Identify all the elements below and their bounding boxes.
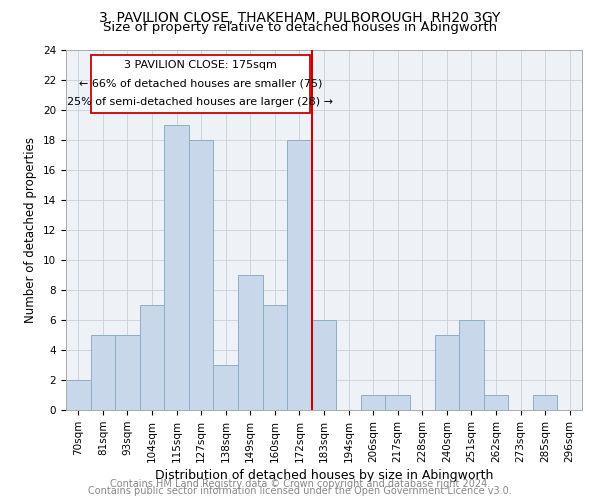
Bar xyxy=(140,305,164,410)
Text: 25% of semi-detached houses are larger (28) →: 25% of semi-detached houses are larger (… xyxy=(67,98,334,108)
Bar xyxy=(459,320,484,410)
Text: Contains HM Land Registry data © Crown copyright and database right 2024.: Contains HM Land Registry data © Crown c… xyxy=(110,479,490,489)
Bar xyxy=(361,395,385,410)
Text: Size of property relative to detached houses in Abingworth: Size of property relative to detached ho… xyxy=(103,21,497,34)
Bar xyxy=(115,335,140,410)
Text: 3 PAVILION CLOSE: 175sqm: 3 PAVILION CLOSE: 175sqm xyxy=(124,60,277,70)
Bar xyxy=(91,335,115,410)
Bar xyxy=(238,275,263,410)
Text: Contains public sector information licensed under the Open Government Licence v3: Contains public sector information licen… xyxy=(88,486,512,496)
Bar xyxy=(434,335,459,410)
FancyBboxPatch shape xyxy=(91,54,310,113)
Bar xyxy=(66,380,91,410)
Text: ← 66% of detached houses are smaller (75): ← 66% of detached houses are smaller (75… xyxy=(79,79,322,89)
Bar xyxy=(189,140,214,410)
Y-axis label: Number of detached properties: Number of detached properties xyxy=(25,137,37,323)
Bar xyxy=(263,305,287,410)
Bar xyxy=(533,395,557,410)
Text: 3, PAVILION CLOSE, THAKEHAM, PULBOROUGH, RH20 3GY: 3, PAVILION CLOSE, THAKEHAM, PULBOROUGH,… xyxy=(100,11,500,25)
Bar xyxy=(385,395,410,410)
X-axis label: Distribution of detached houses by size in Abingworth: Distribution of detached houses by size … xyxy=(155,469,493,482)
Bar xyxy=(164,125,189,410)
Bar xyxy=(287,140,312,410)
Bar xyxy=(214,365,238,410)
Bar xyxy=(484,395,508,410)
Bar xyxy=(312,320,336,410)
